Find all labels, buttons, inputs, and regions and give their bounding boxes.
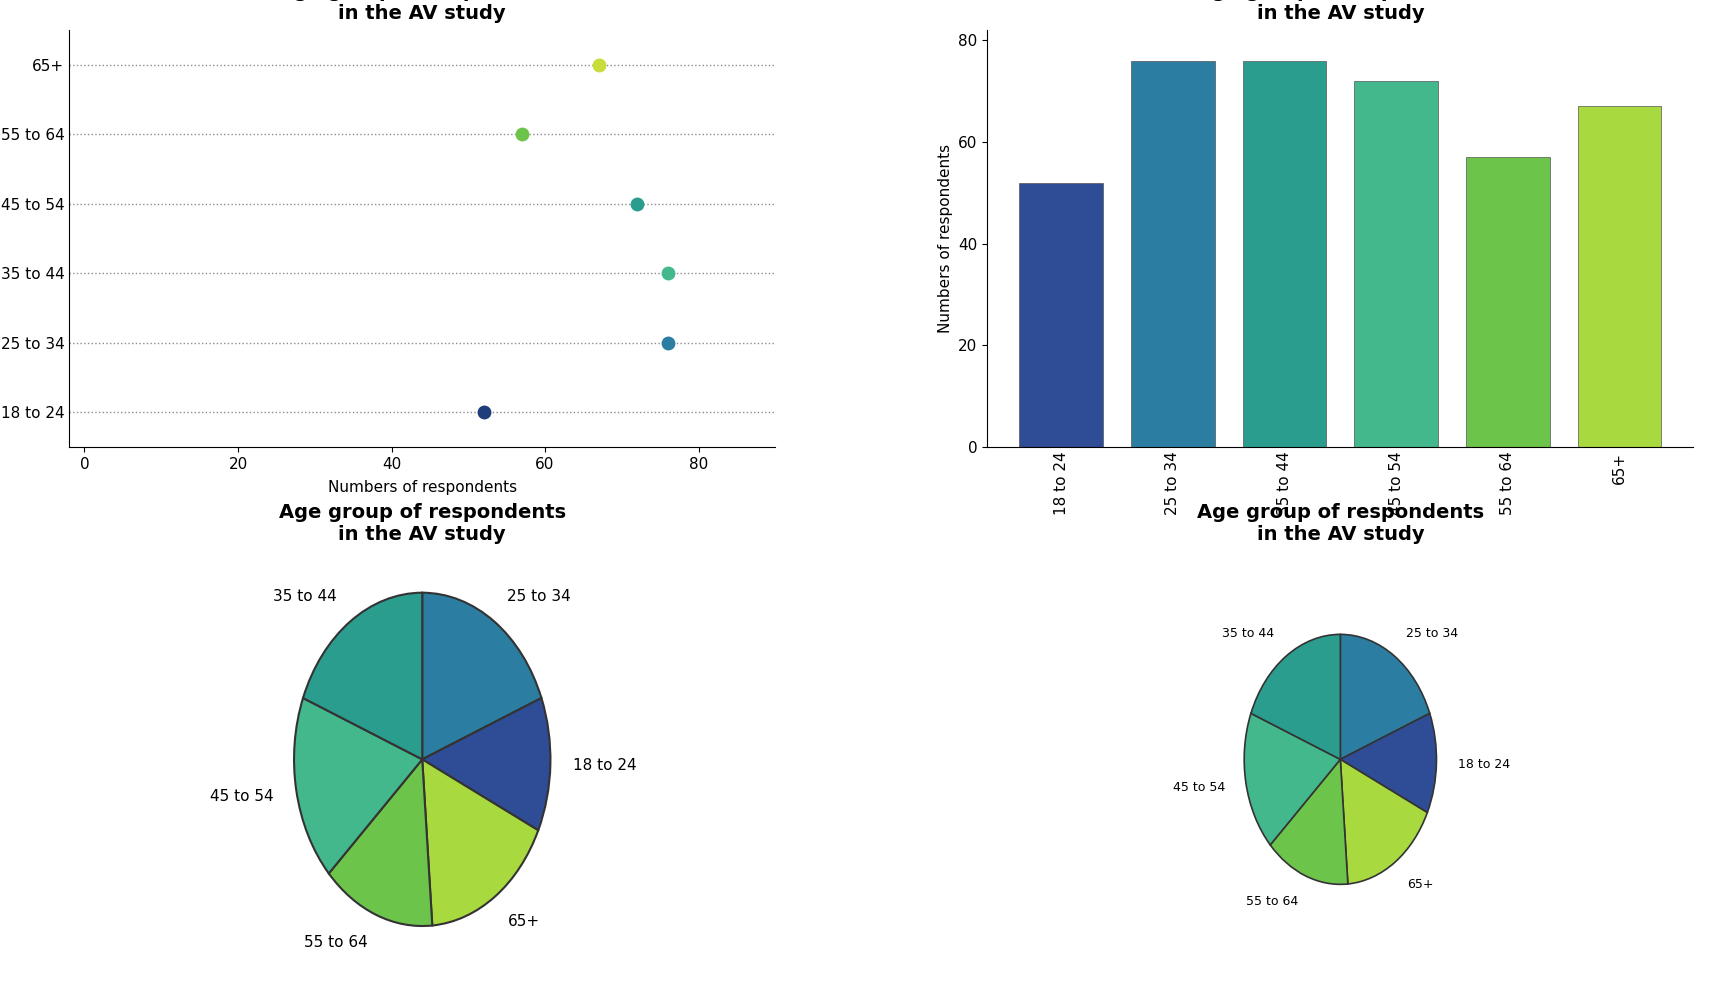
Wedge shape [1270,759,1348,884]
Title: Age group of respondents
in the AV study: Age group of respondents in the AV study [278,0,565,23]
Bar [1020,182,1102,447]
Title: Age group of respondents
in the AV study: Age group of respondents in the AV study [1198,503,1484,544]
Wedge shape [328,759,432,926]
X-axis label: Numbers of respondents: Numbers of respondents [328,480,517,495]
Text: 45 to 54: 45 to 54 [211,788,273,803]
Text: 18 to 24: 18 to 24 [574,758,638,773]
Bar [1465,157,1550,447]
Wedge shape [1341,759,1427,884]
Wedge shape [422,593,541,759]
Text: 25 to 34: 25 to 34 [508,590,570,604]
Text: 35 to 44: 35 to 44 [1222,627,1274,640]
Text: 45 to 54: 45 to 54 [1173,781,1225,794]
Wedge shape [422,698,551,831]
Bar [1355,81,1438,447]
Text: 25 to 34: 25 to 34 [1407,627,1458,640]
Wedge shape [302,593,422,759]
Wedge shape [1341,714,1436,812]
Wedge shape [422,759,537,925]
Bar [1130,60,1215,447]
Text: 18 to 24: 18 to 24 [1458,758,1510,771]
Bar [1578,107,1661,447]
Text: 65+: 65+ [1407,878,1434,891]
Y-axis label: Numbers of respondents: Numbers of respondents [938,144,952,333]
Text: 55 to 64: 55 to 64 [1246,895,1298,908]
Title: Age group of respondents
in the AV study: Age group of respondents in the AV study [1198,0,1484,23]
Text: 35 to 44: 35 to 44 [273,590,337,604]
Title: Age group of respondents
in the AV study: Age group of respondents in the AV study [278,503,565,544]
Text: 55 to 64: 55 to 64 [304,935,368,951]
Wedge shape [294,698,422,874]
Text: 65+: 65+ [508,913,541,928]
Wedge shape [1244,714,1341,845]
Wedge shape [1251,634,1341,759]
Wedge shape [1341,634,1429,759]
Bar [1242,60,1327,447]
